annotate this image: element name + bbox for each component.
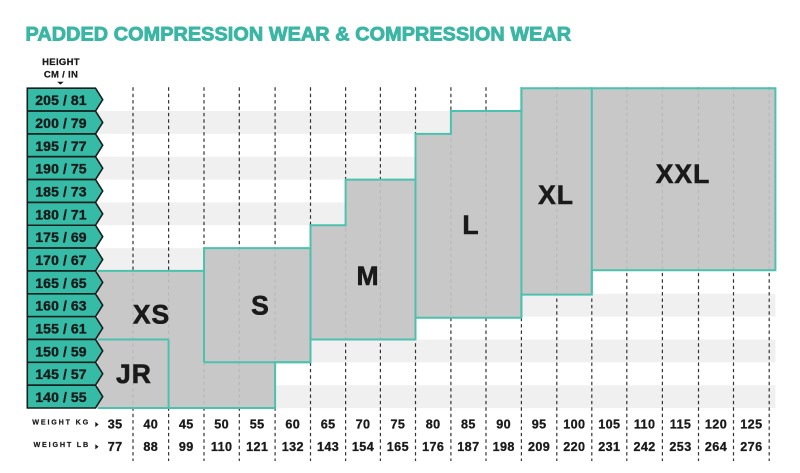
- svg-text:121: 121: [246, 440, 268, 454]
- svg-text:100: 100: [563, 418, 585, 432]
- svg-text:50: 50: [214, 418, 229, 432]
- svg-text:65: 65: [321, 418, 336, 432]
- svg-text:155 / 61: 155 / 61: [35, 321, 87, 337]
- svg-text:231: 231: [598, 440, 620, 454]
- svg-text:140 / 55: 140 / 55: [35, 389, 87, 405]
- svg-text:187: 187: [457, 440, 479, 454]
- svg-text:276: 276: [740, 440, 762, 454]
- svg-text:85: 85: [461, 418, 476, 432]
- svg-text:CM / IN: CM / IN: [44, 70, 78, 81]
- svg-text:115: 115: [670, 418, 692, 432]
- svg-text:55: 55: [250, 418, 265, 432]
- svg-text:105: 105: [598, 418, 620, 432]
- svg-text:88: 88: [143, 440, 158, 454]
- svg-text:75: 75: [390, 418, 405, 432]
- svg-text:220: 220: [563, 440, 585, 454]
- svg-text:L: L: [462, 210, 478, 240]
- svg-text:35: 35: [108, 418, 123, 432]
- svg-text:125: 125: [740, 418, 762, 432]
- svg-text:120: 120: [705, 418, 727, 432]
- svg-text:110: 110: [634, 418, 656, 432]
- svg-text:90: 90: [496, 418, 511, 432]
- svg-text:77: 77: [108, 440, 123, 454]
- svg-text:80: 80: [426, 418, 441, 432]
- svg-text:99: 99: [179, 440, 194, 454]
- svg-text:95: 95: [532, 418, 547, 432]
- svg-text:WEIGHT LB: WEIGHT LB: [33, 440, 90, 449]
- svg-text:180 / 71: 180 / 71: [35, 206, 87, 222]
- svg-text:40: 40: [143, 418, 158, 432]
- svg-text:XL: XL: [538, 180, 574, 210]
- svg-text:45: 45: [179, 418, 194, 432]
- svg-text:170 / 67: 170 / 67: [35, 252, 87, 268]
- svg-text:165: 165: [387, 440, 409, 454]
- svg-text:145 / 57: 145 / 57: [35, 366, 87, 382]
- svg-text:242: 242: [633, 440, 655, 454]
- svg-text:JR: JR: [116, 359, 152, 389]
- svg-text:110: 110: [211, 440, 233, 454]
- svg-text:60: 60: [285, 418, 300, 432]
- svg-text:S: S: [251, 291, 269, 321]
- svg-text:M: M: [356, 261, 378, 291]
- svg-text:XXL: XXL: [656, 159, 711, 189]
- svg-text:190 / 75: 190 / 75: [35, 161, 87, 177]
- svg-text:264: 264: [705, 440, 727, 454]
- svg-text:198: 198: [493, 440, 515, 454]
- svg-text:165 / 65: 165 / 65: [35, 275, 87, 291]
- svg-text:160 / 63: 160 / 63: [35, 298, 87, 314]
- svg-text:PADDED COMPRESSION WEAR & COMP: PADDED COMPRESSION WEAR & COMPRESSION WE…: [26, 24, 572, 46]
- svg-text:209: 209: [528, 440, 550, 454]
- svg-text:154: 154: [352, 440, 374, 454]
- svg-text:143: 143: [317, 440, 339, 454]
- svg-text:205 / 81: 205 / 81: [35, 92, 87, 108]
- svg-text:253: 253: [669, 440, 691, 454]
- svg-text:150 / 59: 150 / 59: [35, 343, 87, 359]
- svg-text:HEIGHT: HEIGHT: [42, 57, 80, 68]
- svg-text:176: 176: [422, 440, 444, 454]
- svg-text:70: 70: [356, 418, 371, 432]
- svg-text:195 / 77: 195 / 77: [35, 138, 87, 154]
- svg-text:200 / 79: 200 / 79: [35, 115, 87, 131]
- svg-text:WEIGHT KG: WEIGHT KG: [32, 418, 90, 427]
- svg-text:132: 132: [282, 440, 304, 454]
- svg-text:185 / 73: 185 / 73: [35, 183, 87, 199]
- svg-text:175 / 69: 175 / 69: [35, 229, 87, 245]
- svg-text:XS: XS: [133, 300, 170, 330]
